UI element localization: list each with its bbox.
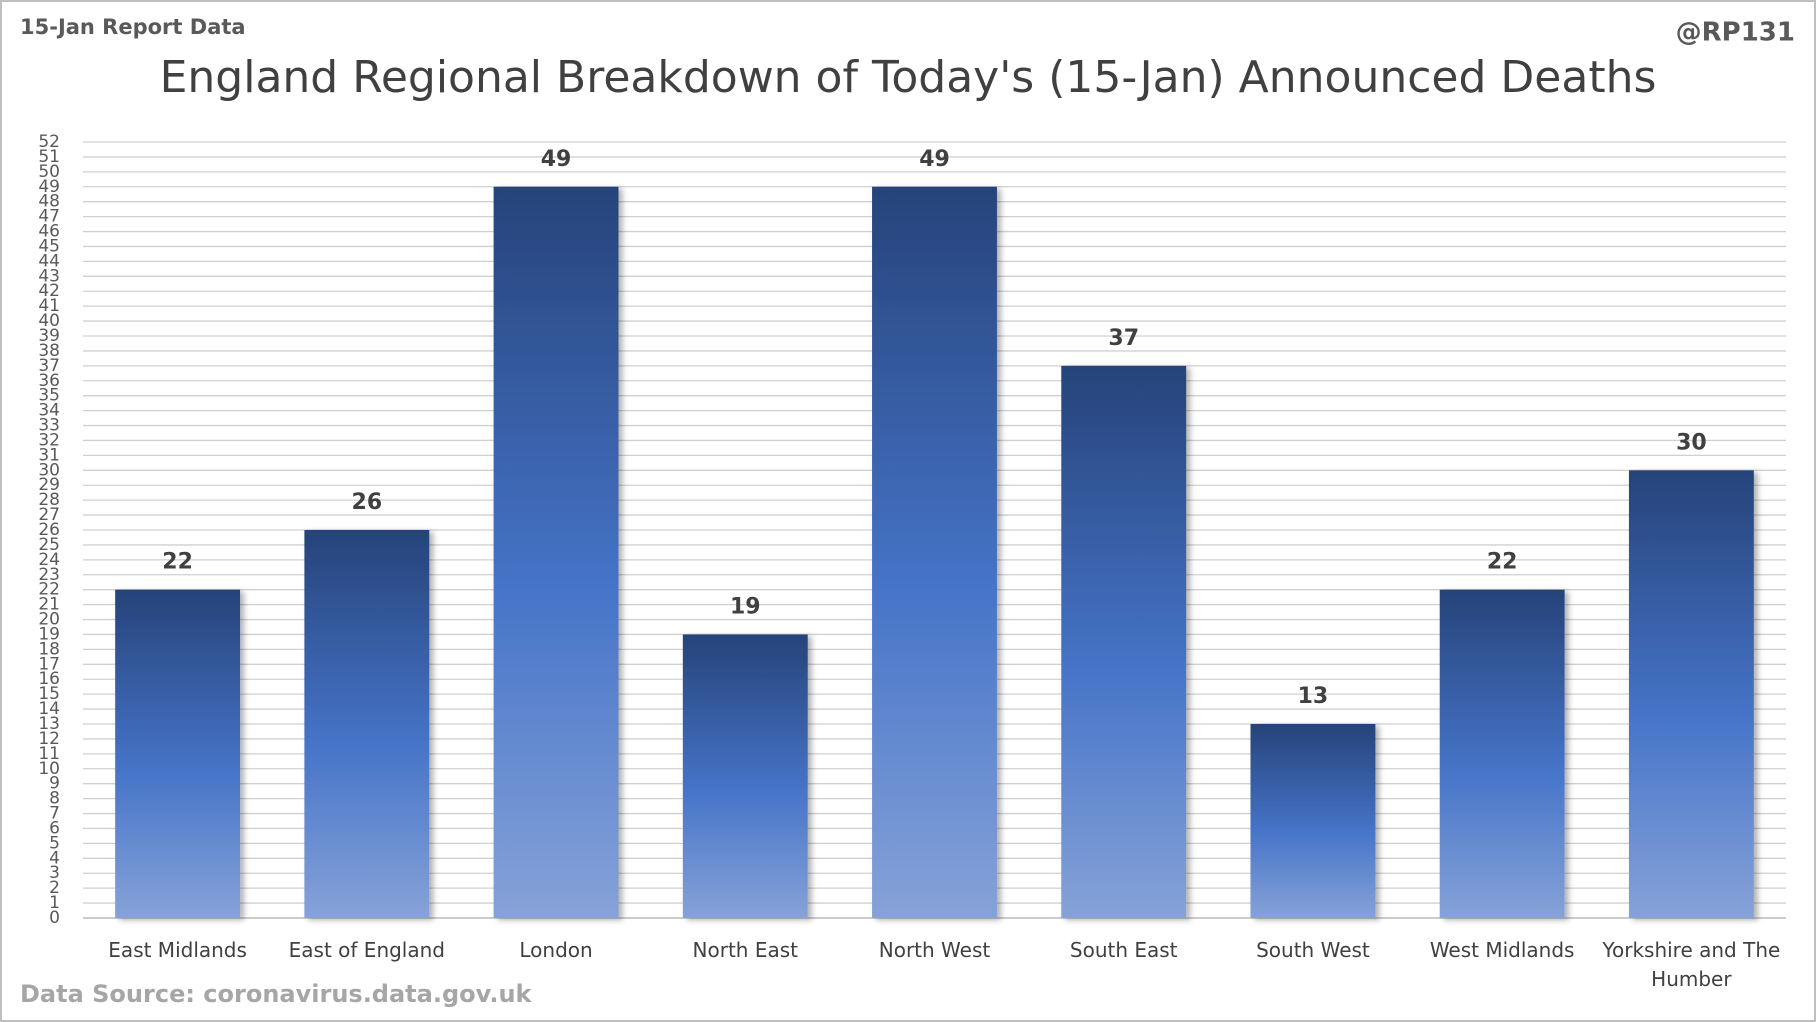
- x-tick-label: East Midlands: [108, 938, 247, 962]
- y-tick-label: 51: [38, 147, 60, 167]
- y-tick-label: 43: [38, 266, 60, 286]
- value-label: 26: [352, 490, 383, 515]
- bar: [872, 186, 997, 918]
- y-tick-label: 18: [38, 639, 60, 659]
- bar: [304, 530, 430, 918]
- y-tick-label: 0: [49, 908, 60, 928]
- x-tick-label: East of England: [288, 938, 445, 962]
- y-tick-label: 42: [38, 281, 60, 301]
- y-tick-label: 35: [38, 386, 60, 406]
- y-tick-label: 20: [38, 610, 60, 630]
- y-tick-label: 34: [38, 401, 60, 421]
- y-tick-label: 36: [38, 371, 60, 391]
- y-tick-label: 12: [38, 729, 60, 749]
- y-tick-label: 48: [38, 192, 60, 212]
- y-tick-label: 47: [38, 207, 60, 227]
- y-tick-label: 11: [38, 744, 60, 764]
- bar: [1061, 365, 1187, 918]
- y-tick-label: 2: [49, 878, 60, 898]
- y-tick-label: 10: [38, 759, 60, 779]
- y-tick-label: 24: [38, 550, 60, 570]
- x-tick-label: South East: [1069, 938, 1178, 962]
- value-label: 22: [1487, 550, 1518, 575]
- value-label: 19: [730, 594, 761, 619]
- y-tick-label: 8: [49, 789, 60, 809]
- value-label: 49: [541, 147, 572, 172]
- y-tick-label: 25: [38, 535, 60, 555]
- y-tick-label: 4: [49, 848, 60, 868]
- y-tick-label: 29: [38, 475, 60, 495]
- y-tick-label: 1: [49, 893, 60, 913]
- x-tick-label: West Midlands: [1429, 938, 1575, 962]
- y-tick-label: 23: [38, 565, 60, 585]
- x-tick-label: North West: [878, 938, 991, 962]
- y-tick-label: 15: [38, 684, 60, 704]
- y-tick-label: 5: [49, 833, 60, 853]
- bar: [1250, 724, 1376, 918]
- x-tick-label: North East: [692, 938, 798, 962]
- y-tick-label: 49: [38, 177, 60, 197]
- y-tick-label: 40: [38, 311, 60, 331]
- y-tick-label: 33: [38, 416, 60, 436]
- y-tick-label: 50: [38, 162, 60, 182]
- value-label: 49: [919, 147, 950, 172]
- value-label: 22: [162, 550, 193, 575]
- y-tick-label: 38: [38, 341, 60, 361]
- y-tick-label: 44: [38, 251, 60, 271]
- y-tick-label: 6: [49, 818, 60, 838]
- y-tick-label: 17: [38, 654, 60, 674]
- y-tick-label: 16: [38, 669, 60, 689]
- y-tick-label: 45: [38, 236, 60, 256]
- y-tick-label: 22: [38, 580, 60, 600]
- x-tick-label: South West: [1256, 938, 1370, 962]
- y-tick-label: 3: [49, 863, 60, 883]
- header-right: @RP131: [1676, 18, 1795, 48]
- chart-title: England Regional Breakdown of Today's (1…: [160, 52, 1657, 103]
- y-tick-label: 26: [38, 520, 60, 540]
- bar: [115, 589, 241, 918]
- bar: [682, 634, 808, 918]
- value-label: 13: [1298, 684, 1329, 709]
- y-tick-label: 7: [49, 804, 60, 824]
- bar: [493, 186, 619, 918]
- bar: [1439, 589, 1565, 918]
- y-tick-label: 41: [38, 296, 60, 316]
- y-tick-label: 46: [38, 222, 60, 242]
- y-tick-label: 21: [38, 595, 60, 615]
- bar: [1628, 470, 1754, 918]
- x-tick-label: London: [519, 938, 593, 962]
- y-tick-label: 39: [38, 326, 60, 346]
- y-tick-label: 9: [49, 774, 60, 794]
- x-tick-label: Yorkshire and The Humber: [1602, 938, 1781, 991]
- y-tick-label: 32: [38, 430, 60, 450]
- y-tick-label: 27: [38, 505, 60, 525]
- header-left: 15-Jan Report Data: [20, 15, 246, 39]
- value-label: 30: [1676, 430, 1707, 455]
- y-tick-label: 19: [38, 624, 60, 644]
- source-note: Data Source: coronavirus.data.gov.uk: [20, 980, 533, 1008]
- y-tick-label: 13: [38, 714, 60, 734]
- y-tick-label: 31: [38, 445, 60, 465]
- value-label: 37: [1108, 326, 1139, 351]
- y-tick-label: 14: [38, 699, 60, 719]
- y-tick-label: 52: [38, 132, 60, 152]
- y-tick-label: 28: [38, 490, 60, 510]
- y-tick-label: 30: [38, 460, 60, 480]
- y-tick-label: 37: [38, 356, 60, 376]
